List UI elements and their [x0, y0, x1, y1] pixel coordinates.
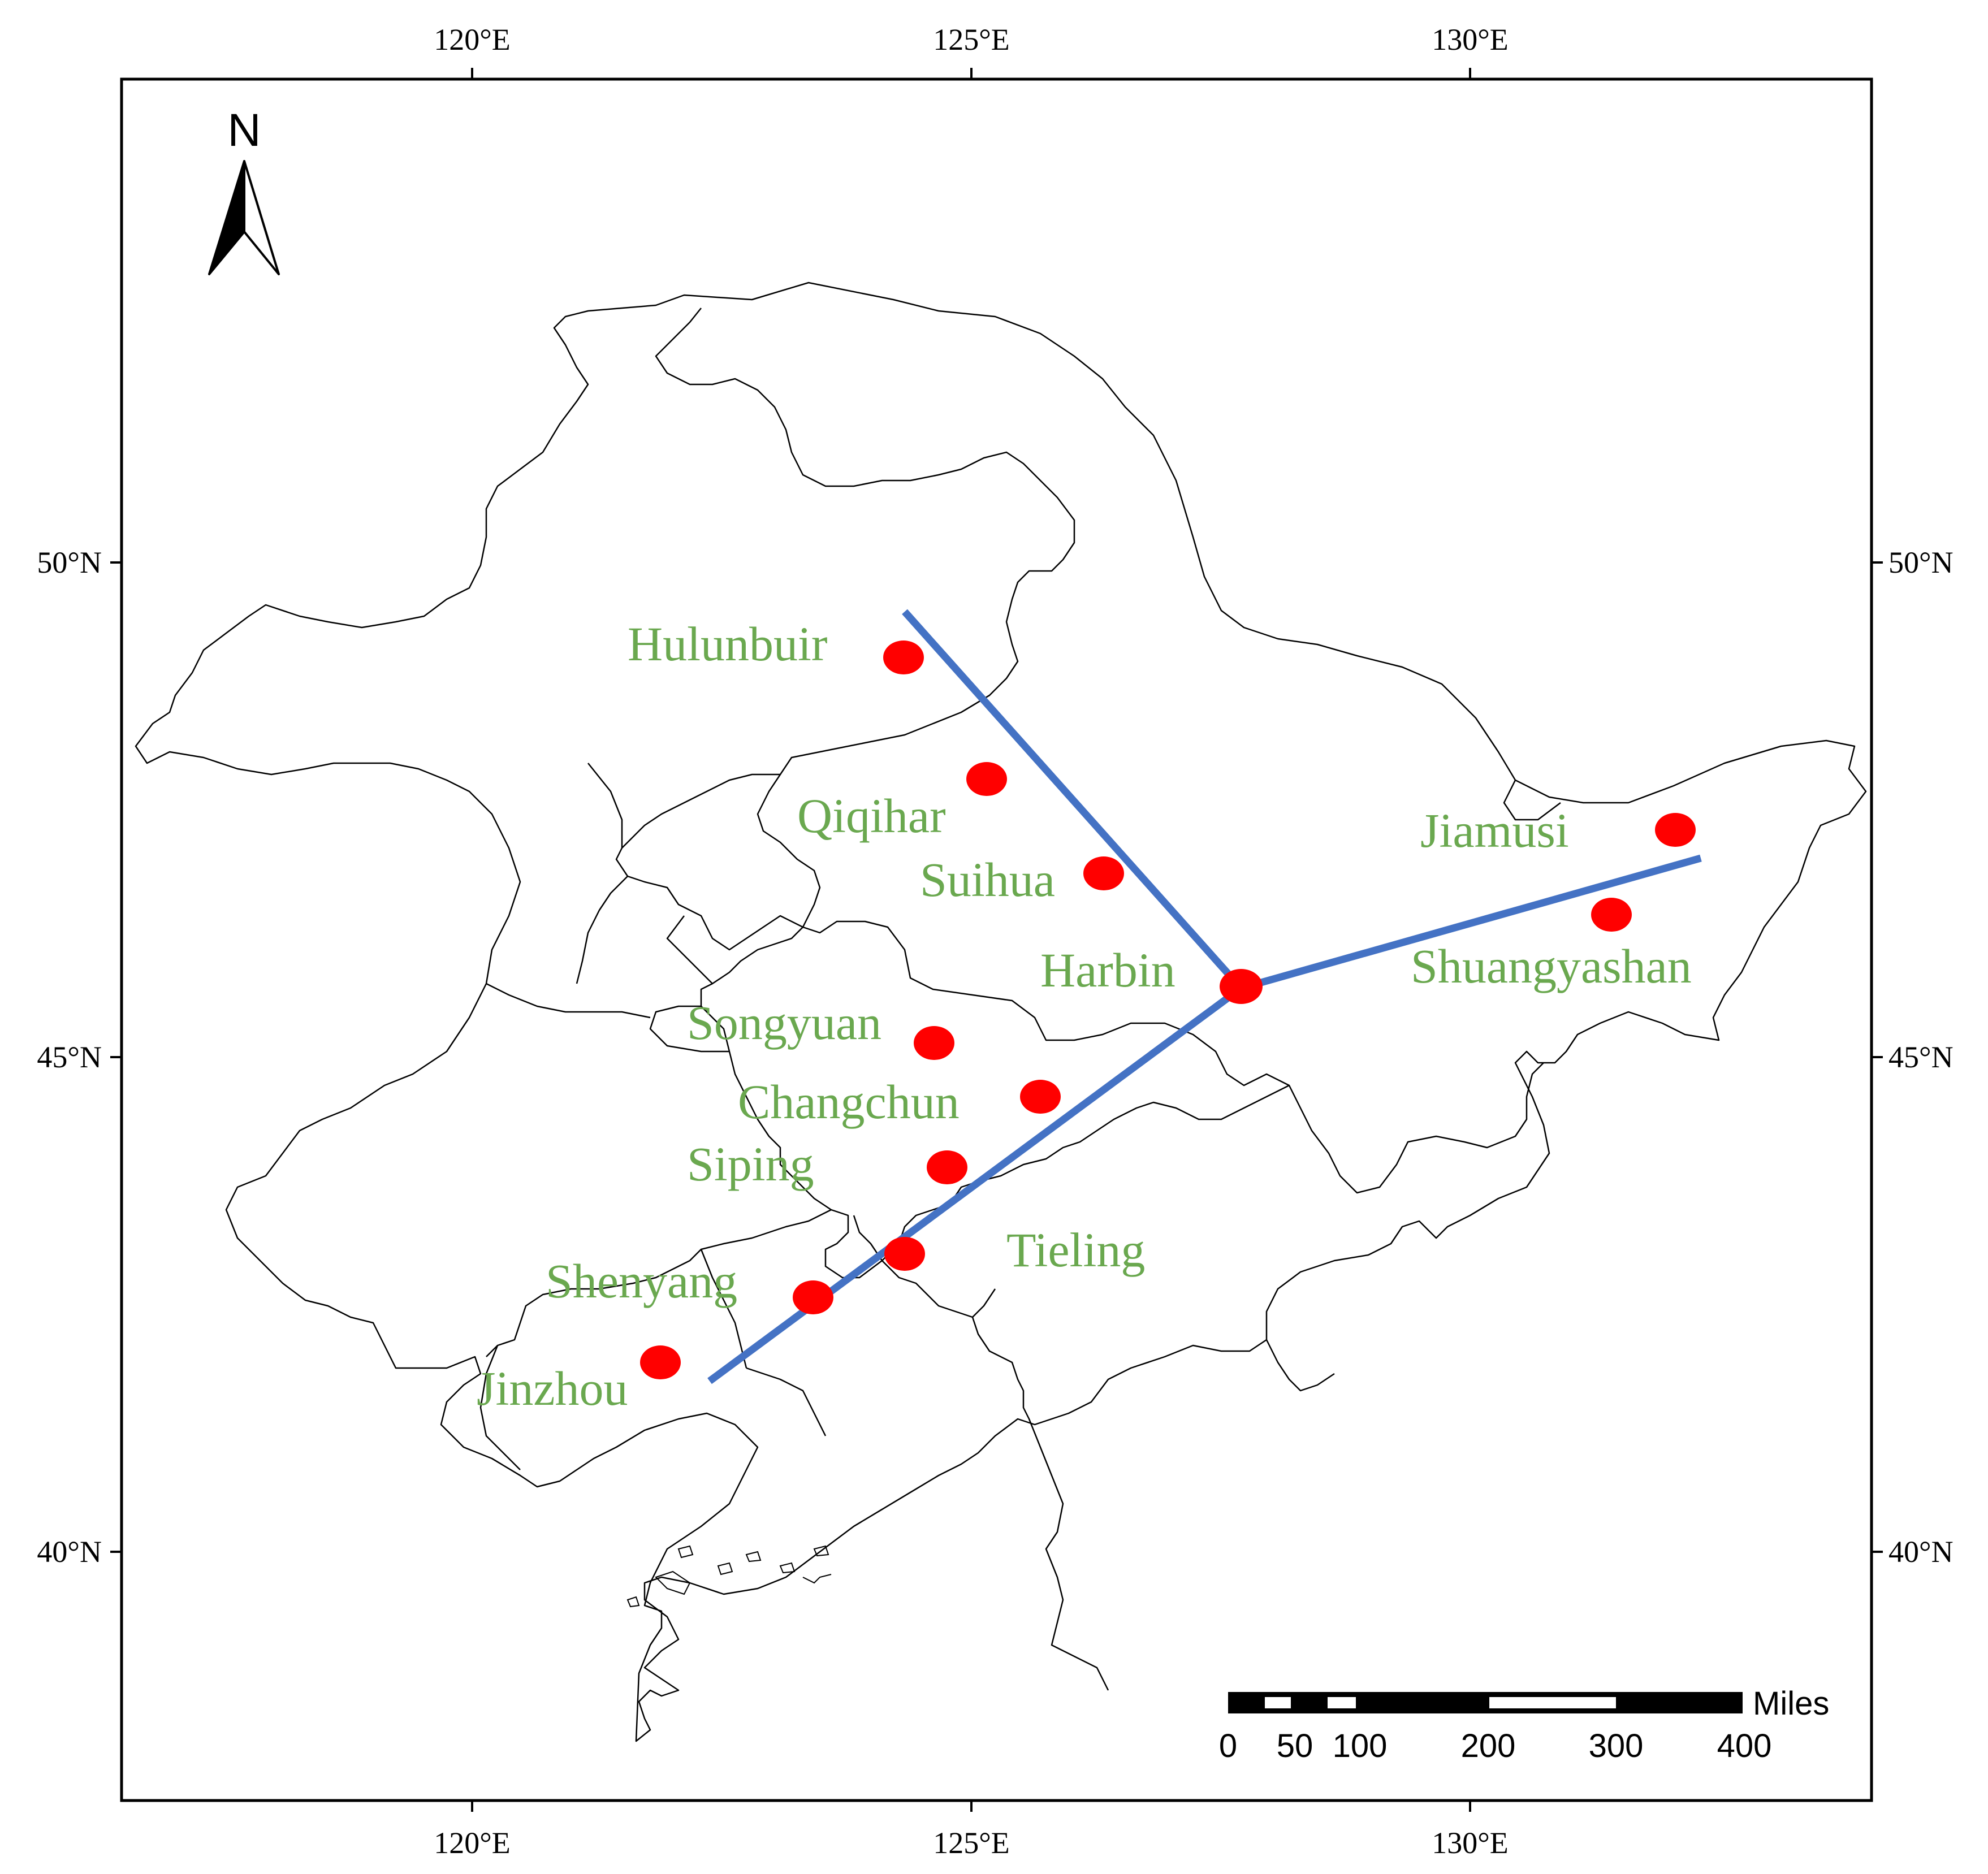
city-marker-hulunbuir: [883, 640, 924, 674]
city-marker-shuangyashan: [1591, 898, 1632, 932]
left-tick-label: 40°N: [37, 1535, 102, 1569]
bottom-tick-label: 125°E: [933, 1826, 1010, 1860]
scale-bar-segment: [1265, 1697, 1291, 1708]
city-label-hulunbuir: Hulunbuir: [628, 617, 828, 671]
coastal-islands: [626, 1545, 832, 1608]
north-label: N: [227, 105, 261, 156]
city-marker-harbin: [1220, 969, 1263, 1004]
tick-marks: [110, 68, 1883, 1812]
scale-label: 0: [1219, 1728, 1237, 1764]
city-label-qiqihar: Qiqihar: [797, 789, 946, 843]
city-label-siping: Siping: [687, 1137, 814, 1191]
bottom-tick-label: 120°E: [434, 1826, 511, 1860]
bottom-tick-label: 130°E: [1432, 1826, 1509, 1860]
top-tick-label: 130°E: [1432, 23, 1509, 57]
north-arrow-right-half-icon: [243, 160, 280, 275]
city-label-changchun: Changchun: [738, 1075, 960, 1129]
route-line-east: [1240, 854, 1702, 992]
scale-label: 100: [1333, 1728, 1388, 1764]
right-tick-label: 45°N: [1888, 1040, 1954, 1074]
city-marker-suihua: [1083, 856, 1124, 890]
scale-bar-segment: [1328, 1697, 1356, 1708]
city-marker-songyuan: [914, 1026, 954, 1060]
scale-label: 400: [1717, 1728, 1772, 1764]
city-marker-shenyang: [793, 1280, 833, 1314]
right-tick-label: 50°N: [1888, 546, 1954, 579]
routes: [707, 609, 1702, 1384]
city-markers: [640, 640, 1696, 1379]
city-label-jinzhou: Jinzhou: [477, 1361, 628, 1416]
city-label-jiamusi: Jiamusi: [1420, 803, 1569, 858]
city-label-shenyang: Shenyang: [546, 1254, 737, 1308]
city-marker-jiamusi: [1655, 813, 1696, 847]
internal-boundaries: [479, 308, 1561, 1691]
city-marker-qiqihar: [966, 762, 1007, 796]
left-tick-label: 45°N: [37, 1040, 102, 1074]
city-label-tieling: Tieling: [1006, 1223, 1145, 1277]
city-marker-changchun: [1020, 1080, 1061, 1114]
city-label-suihua: Suihua: [920, 852, 1055, 907]
city-marker-siping: [927, 1150, 967, 1184]
right-tick-label: 40°N: [1888, 1535, 1954, 1569]
scale-label: 50: [1277, 1728, 1313, 1764]
city-label-harbin: Harbin: [1040, 943, 1175, 997]
route-line-southwest: [707, 985, 1243, 1384]
region-outline: [135, 282, 1867, 1742]
map-frame: [120, 77, 1873, 1802]
route-line-north: [902, 609, 1244, 991]
scale-bar-segment: [1489, 1697, 1616, 1708]
left-tick-label: 50°N: [37, 546, 102, 579]
scale-bar: Miles 0 50 100 200 300 400: [1219, 1685, 1829, 1764]
city-labels: Hulunbuir Qiqihar Suihua Harbin Jiamusi …: [477, 617, 1692, 1416]
scale-label: 300: [1589, 1728, 1644, 1764]
scale-unit-label: Miles: [1753, 1685, 1829, 1722]
north-arrow: N: [208, 105, 280, 275]
city-label-songyuan: Songyuan: [687, 996, 881, 1050]
scale-label: 200: [1461, 1728, 1516, 1764]
top-tick-label: 125°E: [933, 23, 1010, 57]
city-marker-jinzhou: [640, 1345, 681, 1379]
city-marker-tieling: [884, 1237, 925, 1271]
top-tick-label: 120°E: [434, 23, 511, 57]
scale-bar-outline: [1228, 1692, 1743, 1713]
city-label-shuangyashan: Shuangyashan: [1411, 939, 1692, 993]
